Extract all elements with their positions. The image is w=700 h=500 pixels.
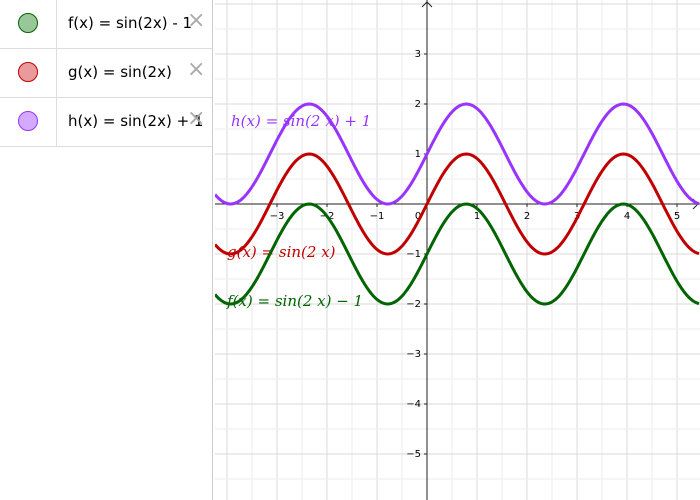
delete-button[interactable]: × bbox=[187, 8, 206, 33]
y-tick-label: −4 bbox=[406, 399, 421, 410]
y-tick-label: −5 bbox=[406, 449, 421, 460]
visibility-toggle[interactable] bbox=[18, 13, 38, 33]
algebra-view: f(x) = sin(2x) - 1 × g(x) = sin(2x) × h(x) =… bbox=[0, 0, 213, 500]
visibility-toggle[interactable] bbox=[18, 111, 38, 131]
visibility-toggle[interactable] bbox=[18, 62, 38, 82]
separator bbox=[56, 0, 57, 48]
y-tick-label: 3 bbox=[415, 49, 421, 60]
function-curve bbox=[215, 202, 700, 306]
y-tick-label: 1 bbox=[415, 149, 421, 160]
expression[interactable]: g(x) = sin(2x) bbox=[68, 63, 172, 81]
algebra-row[interactable]: h(x) = sin(2x) + 1 × bbox=[0, 98, 212, 147]
expression[interactable]: h(x) = sin(2x) + 1 bbox=[68, 112, 204, 130]
function-curve bbox=[215, 102, 700, 206]
y-tick-label: −3 bbox=[406, 349, 421, 360]
algebra-row[interactable]: g(x) = sin(2x) × bbox=[0, 49, 212, 98]
y-tick-label: −1 bbox=[406, 249, 421, 260]
separator bbox=[56, 98, 57, 146]
x-tick-label: 0 bbox=[415, 211, 421, 222]
expression[interactable]: f(x) = sin(2x) - 1 bbox=[68, 14, 193, 32]
x-tick-label: 1 bbox=[474, 211, 480, 222]
delete-button[interactable]: × bbox=[187, 106, 206, 131]
x-tick-label: 2 bbox=[524, 211, 530, 222]
separator bbox=[56, 49, 57, 97]
y-tick-label: 2 bbox=[415, 99, 421, 110]
function-label: g(x) = sin(2 x) bbox=[227, 243, 336, 261]
function-label: f(x) = sin(2 x) − 1 bbox=[226, 292, 363, 310]
x-tick-label: 5 bbox=[674, 211, 680, 222]
function-label: h(x) = sin(2 x) + 1 bbox=[231, 112, 371, 130]
function-curve bbox=[215, 152, 700, 256]
delete-button[interactable]: × bbox=[187, 57, 206, 82]
x-tick-label: −1 bbox=[370, 211, 385, 222]
algebra-row[interactable]: f(x) = sin(2x) - 1 × bbox=[0, 0, 212, 49]
x-tick-label: −3 bbox=[270, 211, 285, 222]
x-tick-label: 4 bbox=[624, 211, 630, 222]
y-tick-label: −2 bbox=[406, 299, 421, 310]
